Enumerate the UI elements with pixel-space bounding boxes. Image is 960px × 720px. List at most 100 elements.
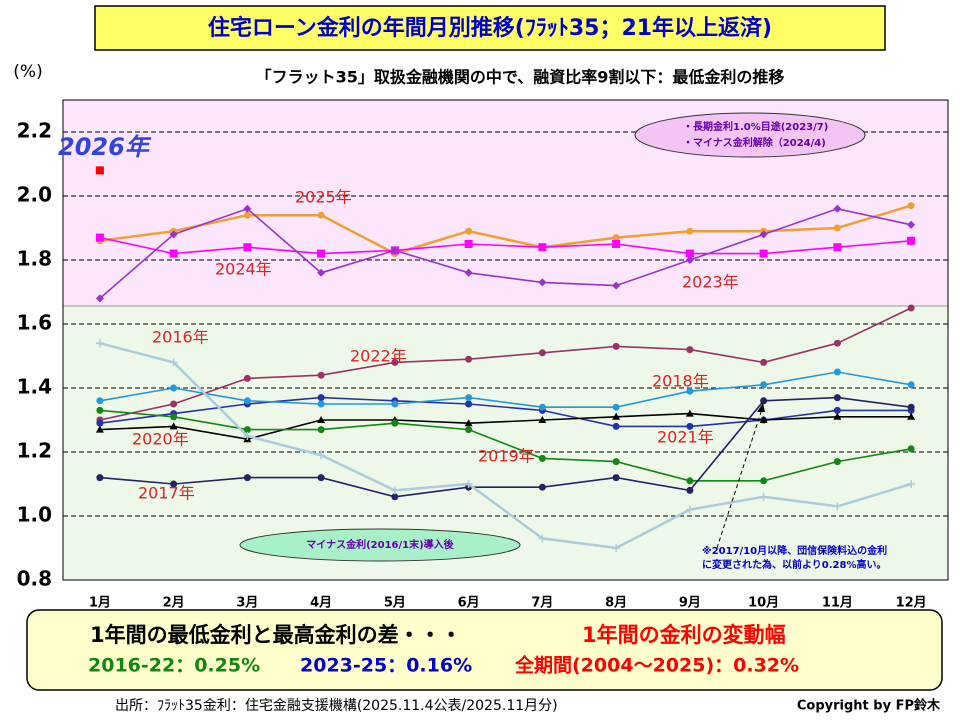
series-label: 2017年 [138,484,195,503]
marker [317,474,325,482]
summary-box [26,609,943,691]
x-tick-label: 7月 [531,596,553,611]
marker [907,236,916,245]
marker [169,230,178,239]
marker [907,403,915,411]
marker [169,249,178,258]
marker [170,413,178,421]
marker [317,426,325,434]
marker [95,233,104,242]
marker [464,480,473,488]
marker [759,416,768,423]
series-line [99,341,912,550]
x-tick-label: 5月 [384,596,406,611]
marker [317,249,326,258]
marker [243,397,251,405]
marker [685,256,694,264]
annotation: マイナス金利(2016/1末)導入後 [306,538,454,551]
marker [907,445,915,453]
marker [465,400,473,408]
annotation: に変更された為、以前より0.28%高い。 [702,558,887,571]
marker [907,304,915,312]
marker [170,480,178,488]
series-line [99,371,912,408]
series-label: 2025年 [295,188,352,207]
marker [612,281,621,290]
marker [612,412,621,420]
series-label: 2024年 [215,260,272,279]
marker [686,422,694,430]
x-tick-label: 10月 [748,596,779,611]
marker [538,416,547,423]
series-line [99,396,912,428]
marker [391,358,399,366]
y-axis-label: (%) [13,62,42,82]
marker [390,246,399,255]
marker [833,224,841,232]
series-line [99,207,912,300]
marker [464,240,473,248]
x-tick-label: 8月 [605,596,627,611]
marker [169,358,178,367]
marker [317,416,326,423]
marker [685,409,694,417]
marker [95,425,104,433]
series-line [99,307,912,421]
marker [907,480,916,488]
subtitle: 「フラット35」取扱金融機関の中で、融資比率9割以下：最低金利の推移 [256,68,785,87]
marker [907,202,915,210]
marker [833,243,842,252]
marker [464,419,473,427]
marker [169,422,178,430]
summary-heading: 1年間の最低金利と最高金利の差・・・ [90,623,462,647]
marker [612,403,620,411]
y-tick-label: 1.0 [17,503,52,527]
marker [833,458,841,466]
annotation-ellipse [634,112,866,158]
marker [759,230,768,239]
marker [317,371,325,379]
y-tick-label: 0.8 [17,567,52,591]
x-tick-label: 3月 [236,596,258,611]
marker [759,492,768,501]
plot-border [62,99,949,581]
y-tick-label: 1.4 [17,375,52,399]
marker [464,268,473,277]
series-label: 2018年 [652,372,709,391]
annotation: ※2017/10月以降、団信保険料込の金利 [702,544,887,557]
marker [612,342,620,350]
marker [317,400,325,408]
series-label: 2021年 [657,428,714,447]
marker [95,294,104,303]
marker [317,451,326,460]
y-tick-label: 2.0 [17,183,52,207]
annotation: ・マイナス金利解除（2024/4) [683,136,826,149]
marker [686,387,694,395]
annotation-arrow [716,405,764,549]
marker [391,400,399,408]
marker [465,394,473,402]
source: 出所：ﾌﾗｯﾄ35金利：住宅金融支援機構(2025.11.4公表/2025.11… [115,698,558,714]
marker [317,211,325,219]
series-line [99,396,912,498]
marker [317,268,326,277]
summary-item: 2023-25：0.16% [300,655,472,677]
marker [612,422,620,430]
x-tick-label: 12月 [896,596,927,611]
summary-item: 全期間(2004～2025)：0.32% [514,654,799,677]
series-label: 2022年 [350,347,407,366]
plot-bg-lower [63,306,948,580]
marker [243,211,251,219]
x-tick-label: 2月 [163,596,185,611]
annotation: ・長期金利1.0%目途(2023/7) [683,120,828,133]
marker [538,278,547,287]
marker [170,384,178,392]
marker [686,486,694,494]
marker [907,220,916,229]
marker [612,544,621,552]
marker [538,483,546,491]
marker [612,458,620,466]
marker [686,346,694,354]
marker [243,374,251,382]
copyright: Copyright by FP鈴木 [797,698,941,714]
